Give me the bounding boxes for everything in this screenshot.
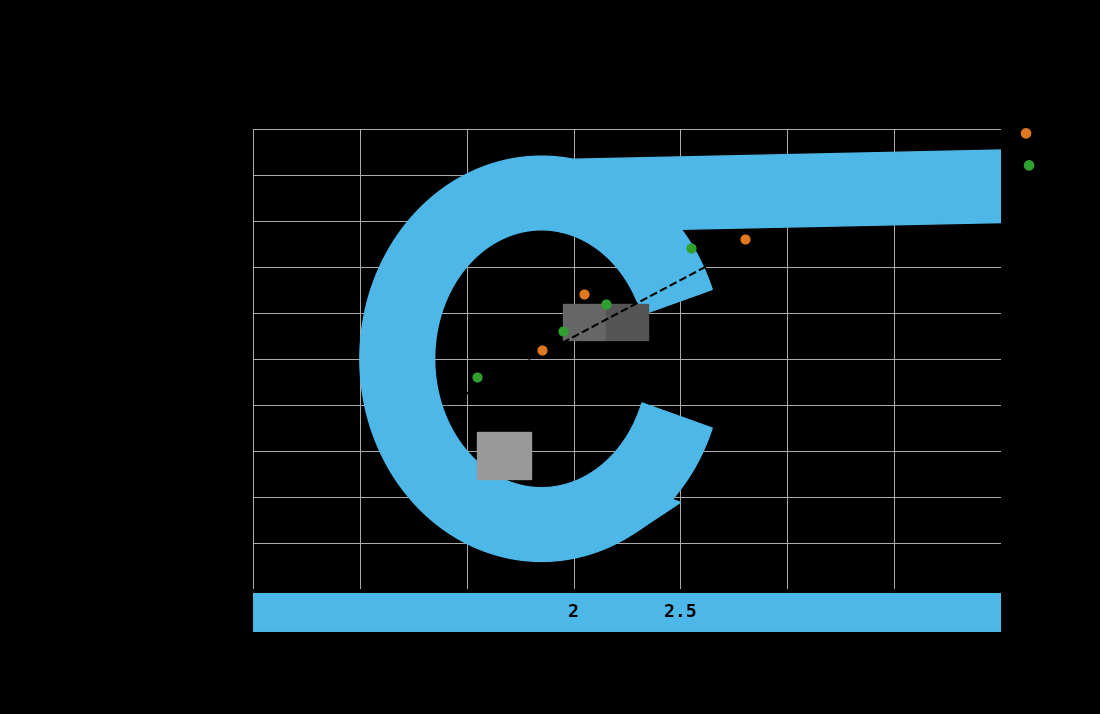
Polygon shape (595, 471, 681, 534)
Point (554, 326, 572, 337)
Point (469, 371, 486, 383)
Point (682, 243, 700, 254)
Point (597, 298, 615, 309)
Polygon shape (606, 303, 648, 341)
Text: SCATTERGRAPH TO SHOW THE RELATIONSHIP BETWEEN WIDTH AND
DEPTH ON A RIVER LONG PR: SCATTERGRAPH TO SHOW THE RELATIONSHIP BE… (275, 652, 825, 690)
Polygon shape (238, 593, 1001, 632)
Polygon shape (563, 303, 606, 341)
Text: ●: ● (1022, 157, 1035, 171)
Point (575, 288, 593, 300)
Polygon shape (477, 433, 531, 478)
Point (532, 344, 550, 356)
Polygon shape (360, 156, 712, 561)
Polygon shape (595, 183, 723, 247)
Polygon shape (560, 150, 1001, 232)
Text: 2.5: 2.5 (663, 603, 696, 621)
Text: RELATIONSHIP BETWEEN WIDTH AND DEPTH: RELATIONSHIP BETWEEN WIDTH AND DEPTH (317, 61, 772, 81)
Point (736, 233, 754, 245)
Text: 2: 2 (569, 603, 580, 621)
Text: ●: ● (1019, 125, 1032, 139)
